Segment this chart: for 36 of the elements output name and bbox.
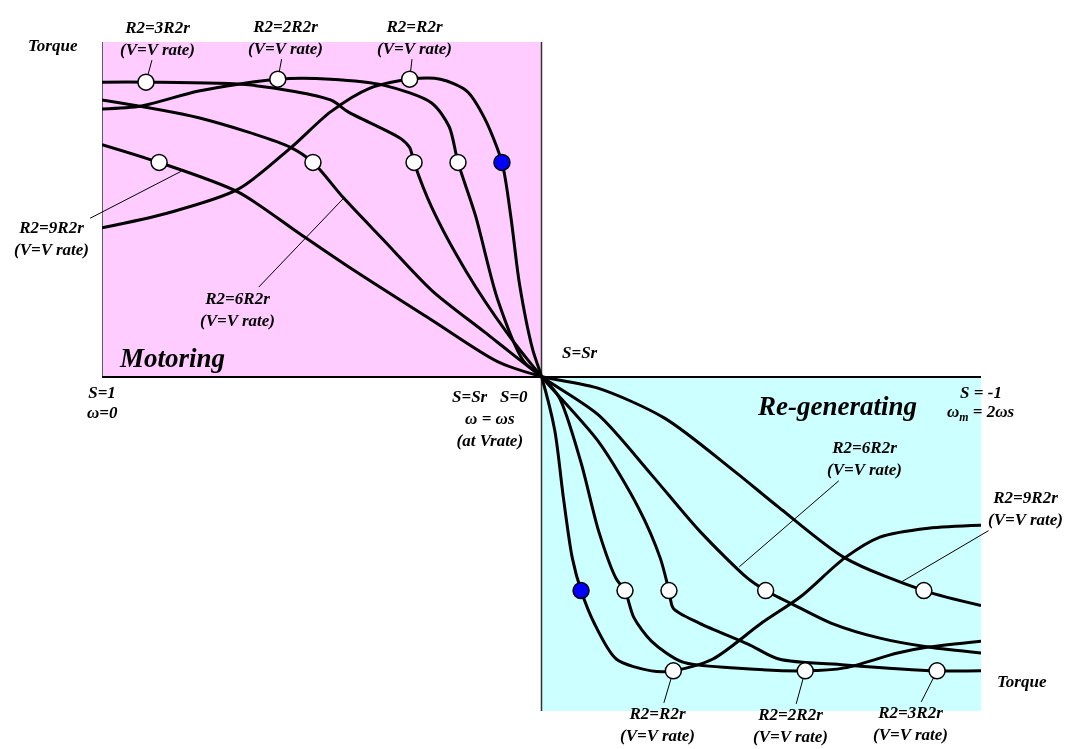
- annotation: R2=3R2r (V=V rate): [873, 703, 949, 745]
- annotation: R2=6R2r (V=V rate): [200, 289, 276, 331]
- point: [616, 581, 634, 600]
- annotation: R2=6R2r (V=V rate): [827, 438, 903, 480]
- text: Torque: [997, 672, 1047, 691]
- point: [915, 581, 933, 600]
- point: [405, 153, 423, 172]
- annotation: R2=9R2r (V=V rate): [988, 488, 1064, 530]
- annotation: R2=R2r (V=V rate): [620, 704, 696, 746]
- point: [664, 662, 683, 680]
- annotation: R2=3R2r (V=V rate): [120, 18, 196, 60]
- point: [493, 153, 511, 172]
- point: [449, 153, 467, 172]
- annotation: ω=0: [87, 403, 118, 422]
- annotation: R2=9R2r (V=V rate): [14, 218, 90, 260]
- band-label: Re-generating: [757, 391, 917, 421]
- point: [137, 73, 155, 91]
- x-tick-label: S = -1: [960, 382, 1002, 402]
- point: [304, 153, 322, 172]
- annotation: R2=R2r (V=V rate): [377, 17, 453, 59]
- annotation: R2=2R2r (V=V rate): [248, 17, 324, 59]
- point: [400, 70, 419, 88]
- point: [150, 153, 168, 172]
- annotation: ω$_{m}$ = 2ωs: [947, 402, 1015, 424]
- point: [572, 581, 590, 600]
- annotation: S=Sr S=0 ω = ωs (at Vrate): [452, 387, 529, 451]
- annotation: R2=2R2r (V=V rate): [753, 705, 829, 747]
- point: [660, 581, 678, 600]
- point: [796, 662, 814, 680]
- band-label: Motoring: [119, 343, 226, 373]
- point: [928, 662, 946, 680]
- point: [756, 581, 775, 600]
- point: [269, 70, 287, 88]
- x-tick-label: S=1: [88, 382, 116, 402]
- y-axis-title: Torque: [28, 36, 78, 55]
- annotation: S=Sr: [562, 343, 598, 362]
